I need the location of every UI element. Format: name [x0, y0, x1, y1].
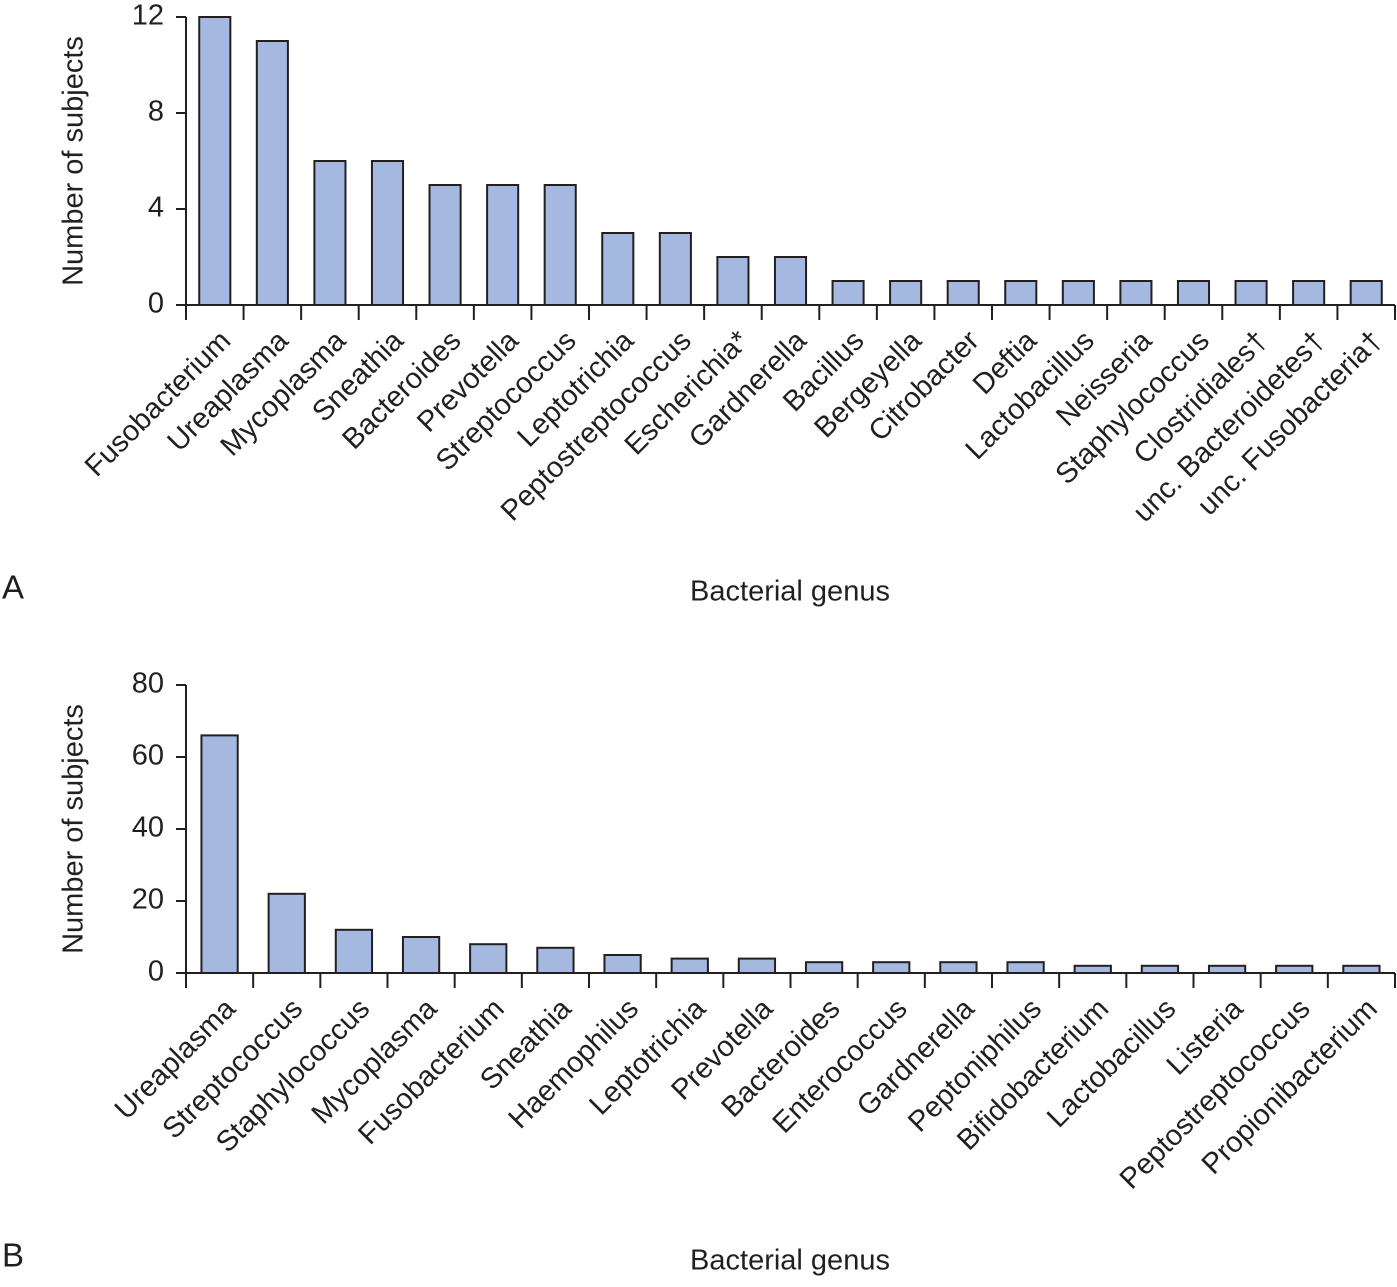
bar	[486, 184, 520, 306]
bar	[1006, 961, 1045, 975]
bar	[1349, 280, 1383, 306]
x-axis-label: Bacterial genus	[690, 576, 890, 608]
bar	[1342, 964, 1381, 974]
bar	[334, 928, 374, 974]
bar	[469, 943, 508, 975]
bar	[428, 184, 462, 306]
bar	[267, 892, 306, 974]
panel-label: B	[2, 1237, 24, 1274]
bar	[313, 160, 347, 306]
bar	[1140, 964, 1180, 974]
bar	[536, 946, 575, 974]
bar	[543, 184, 577, 306]
bar	[872, 961, 911, 975]
x-axis-label: Bacterial genus	[690, 1245, 890, 1277]
bar	[401, 936, 441, 974]
bar	[939, 961, 978, 975]
bar	[1176, 280, 1211, 306]
bar	[198, 16, 232, 306]
bar	[737, 957, 777, 974]
bar	[1073, 964, 1112, 974]
bar	[670, 957, 709, 974]
bar	[1004, 280, 1038, 306]
y-axis-label: Number of subjects	[58, 704, 90, 954]
bar	[831, 280, 865, 306]
bar	[1119, 280, 1153, 306]
y-tick-label: 80	[132, 668, 164, 700]
y-tick-label: 40	[132, 812, 164, 844]
bar	[773, 256, 808, 306]
bar	[370, 160, 405, 306]
y-tick-label: 8	[148, 96, 164, 128]
bar	[1292, 280, 1326, 306]
bar	[1061, 280, 1095, 306]
bar	[1207, 964, 1247, 974]
y-tick-label: 0	[148, 288, 164, 320]
y-axis-label: Number of subjects	[58, 36, 90, 286]
bar	[658, 232, 692, 306]
y-tick-label: 0	[148, 956, 164, 988]
bar	[603, 954, 642, 974]
y-tick-label: 12	[132, 0, 164, 32]
bar	[1234, 280, 1268, 306]
bar	[601, 232, 635, 306]
panel-label: A	[2, 569, 24, 606]
y-tick-label: 60	[132, 740, 164, 772]
bar	[200, 734, 239, 975]
y-tick-label: 20	[132, 884, 164, 916]
y-tick-label: 4	[148, 192, 164, 224]
bar	[716, 256, 750, 306]
bar	[946, 280, 980, 306]
bar	[889, 280, 923, 306]
bar	[1275, 964, 1314, 974]
bar	[255, 40, 289, 306]
bar	[804, 961, 844, 975]
